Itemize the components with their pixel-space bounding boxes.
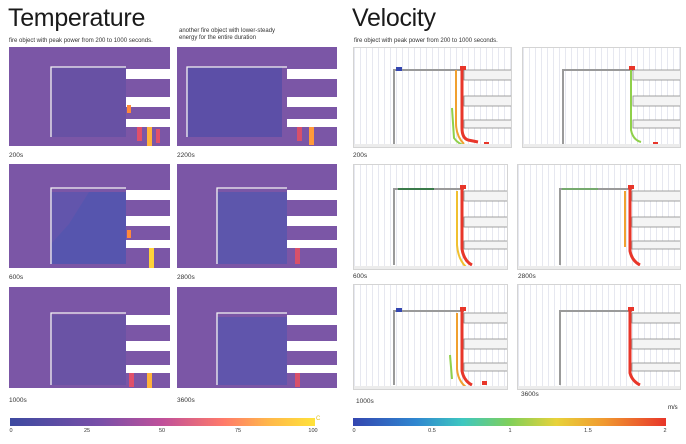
velocity-colorbar-unit: m/s: [668, 405, 678, 411]
velocity-panel-1000s: [353, 284, 508, 390]
velocity-colorbar-tick: 0: [352, 428, 356, 434]
velocity-time-label: 3600s: [521, 391, 539, 398]
velocity-panel-200s: [353, 47, 512, 148]
temperature-colorbar: [10, 418, 315, 426]
velocity-colorbar-tick: 1: [508, 428, 512, 434]
velocity-colorbar: [353, 418, 666, 426]
temperature-panel-600s: [9, 164, 170, 271]
velocity-time-label: 1000s: [356, 398, 374, 405]
temperature-panel-200s: [9, 47, 170, 148]
velocity-panel-2200s: [522, 47, 681, 148]
temperature-panel-2800s: [177, 164, 337, 271]
velocity-time-label: 200s: [353, 152, 368, 159]
temperature-time-label: 2800s: [177, 274, 195, 281]
velocity-time-label: 600s: [353, 273, 368, 280]
velocity-note: fire object with peak power from 200 to …: [354, 38, 498, 44]
temperature-time-label: 600s: [9, 274, 24, 281]
velocity-colorbar-tick: 1.5: [584, 428, 592, 434]
temperature-colorbar-tick: 100: [308, 428, 318, 434]
temperature-time-label: 3600s: [177, 397, 195, 404]
temperature-time-label: 2200s: [177, 152, 195, 159]
temperature-panel-1000s: [9, 287, 170, 391]
temperature-colorbar-tick: 50: [158, 428, 166, 434]
temperature-colorbar-unit: C: [316, 416, 321, 422]
temperature-note-left: fire object with peak power from 200 to …: [9, 38, 153, 44]
velocity-colorbar-tick: 2: [663, 428, 667, 434]
velocity-colorbar-tick: 0.5: [428, 428, 436, 434]
temperature-panel-2200s: [177, 47, 337, 148]
velocity-panel-2800s: [517, 164, 681, 270]
temperature-colorbar-tick: 25: [83, 428, 91, 434]
velocity-panel-3600s: [517, 284, 681, 390]
temperature-panel-3600s: [177, 287, 337, 391]
temperature-colorbar-tick: 0: [9, 428, 13, 434]
velocity-title: Velocity: [352, 4, 436, 32]
temperature-time-label: 200s: [9, 152, 24, 159]
velocity-panel-600s: [353, 164, 508, 270]
temperature-note-right-line1: another fire object with lower-steady: [179, 28, 276, 34]
temperature-title: Temperature: [8, 4, 146, 32]
velocity-time-label: 2800s: [518, 273, 536, 280]
temperature-colorbar-tick: 75: [234, 428, 242, 434]
temperature-time-label: 1000s: [9, 397, 27, 404]
temperature-note-right-line2: energy for the entire duration: [179, 35, 257, 41]
